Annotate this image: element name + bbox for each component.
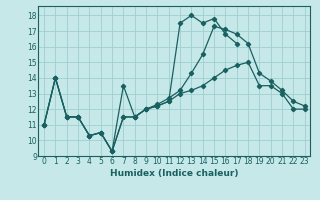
X-axis label: Humidex (Indice chaleur): Humidex (Indice chaleur) [110,169,239,178]
